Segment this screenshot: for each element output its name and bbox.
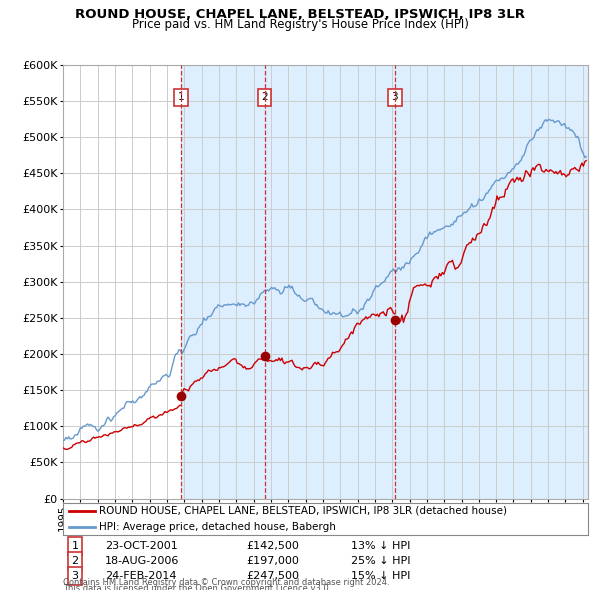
Bar (181, 65, 588, 499)
Text: 15% ↓ HPI: 15% ↓ HPI (351, 571, 410, 581)
Text: 3: 3 (391, 93, 398, 103)
Text: Price paid vs. HM Land Registry's House Price Index (HPI): Price paid vs. HM Land Registry's House … (131, 18, 469, 31)
Text: £197,000: £197,000 (246, 556, 299, 566)
Text: 13% ↓ HPI: 13% ↓ HPI (351, 542, 410, 551)
Text: £142,500: £142,500 (246, 542, 299, 551)
Text: Contains HM Land Registry data © Crown copyright and database right 2024.: Contains HM Land Registry data © Crown c… (63, 578, 389, 587)
Text: 18-AUG-2006: 18-AUG-2006 (105, 556, 179, 566)
Text: 1: 1 (178, 93, 184, 103)
Text: ROUND HOUSE, CHAPEL LANE, BELSTEAD, IPSWICH, IP8 3LR (detached house): ROUND HOUSE, CHAPEL LANE, BELSTEAD, IPSW… (98, 506, 506, 516)
Text: 23-OCT-2001: 23-OCT-2001 (105, 542, 178, 551)
Text: 3: 3 (71, 571, 79, 581)
Text: 2: 2 (71, 556, 79, 566)
Text: 1: 1 (71, 542, 79, 551)
Text: 24-FEB-2014: 24-FEB-2014 (105, 571, 176, 581)
Text: HPI: Average price, detached house, Babergh: HPI: Average price, detached house, Babe… (98, 522, 335, 532)
Text: This data is licensed under the Open Government Licence v3.0.: This data is licensed under the Open Gov… (63, 584, 331, 590)
Text: 2: 2 (261, 93, 268, 103)
Text: £247,500: £247,500 (246, 571, 299, 581)
Text: 25% ↓ HPI: 25% ↓ HPI (351, 556, 410, 566)
Text: ROUND HOUSE, CHAPEL LANE, BELSTEAD, IPSWICH, IP8 3LR: ROUND HOUSE, CHAPEL LANE, BELSTEAD, IPSW… (75, 8, 525, 21)
